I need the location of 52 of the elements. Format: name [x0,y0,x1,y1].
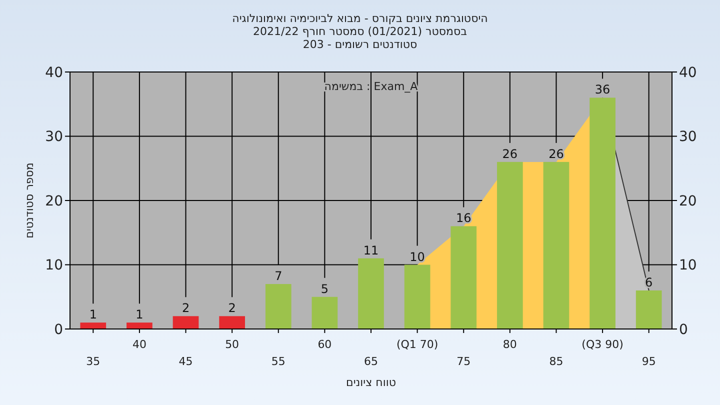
bar [126,322,152,329]
bar [358,258,384,329]
bar [219,316,245,329]
bar [590,98,616,329]
bar [636,290,662,329]
chart-title: היסטוגרמת ציונים בקורס - מבוא לביוכימיה ואימונולוגיה [232,12,488,25]
data-label: 2 [182,301,190,316]
x-tick-label: 85 [549,355,564,368]
bar [172,316,199,329]
y2-tick-label: 20 [679,193,697,210]
y-tick-label: 40 [45,64,63,81]
x-tick-label: 80 [502,338,517,351]
data-label: 26 [548,146,564,161]
data-label: 36 [594,82,610,97]
chart-subtitle: בסמסטר (01/2021) סמסטר חורף 2021/22 סטודנטים רשומים - 203 [253,25,467,51]
bar [497,162,523,329]
y-tick-label: 0 [54,322,63,338]
data-label: 5 [320,282,329,296]
x-tick-label: 40 [132,338,146,351]
y-axis-title: מספר סטודנטים [23,162,36,238]
x-tick-label: (Q3 90) [582,338,624,351]
x-tick-label: 95 [642,355,656,368]
y2-tick-label: 30 [679,129,697,146]
data-label: 11 [363,243,379,258]
x-tick-label: (Q1 70) [396,338,438,351]
bar [265,284,292,329]
bar [312,296,338,329]
data-label: 1 [89,308,97,322]
bar [450,226,477,329]
data-label: 1 [136,308,144,322]
y-tick-label: 30 [45,129,63,146]
x-tick-label: 60 [318,338,332,351]
x-tick-label: 65 [364,355,378,368]
x-tick-label: 50 [225,338,240,351]
bar [543,162,570,329]
data-label: 26 [502,146,518,161]
x-tick-label: 35 [86,355,100,368]
y2-tick-label: 40 [679,64,697,81]
x-axis-title: טווח ציונים [346,376,396,389]
y-tick-label: 10 [45,258,63,274]
x-tick-label: 55 [271,355,286,368]
data-label: 7 [274,269,282,284]
bar [80,322,106,329]
y2-tick-label: 0 [679,322,688,338]
data-label: 10 [410,250,425,264]
y2-tick-label: 10 [679,258,697,274]
data-label: 2 [228,301,236,316]
x-tick-label: 45 [178,355,193,368]
bar [404,264,430,329]
x-tick-label: 75 [456,355,471,368]
data-label: 16 [456,211,472,226]
y-tick-label: 20 [45,193,63,210]
